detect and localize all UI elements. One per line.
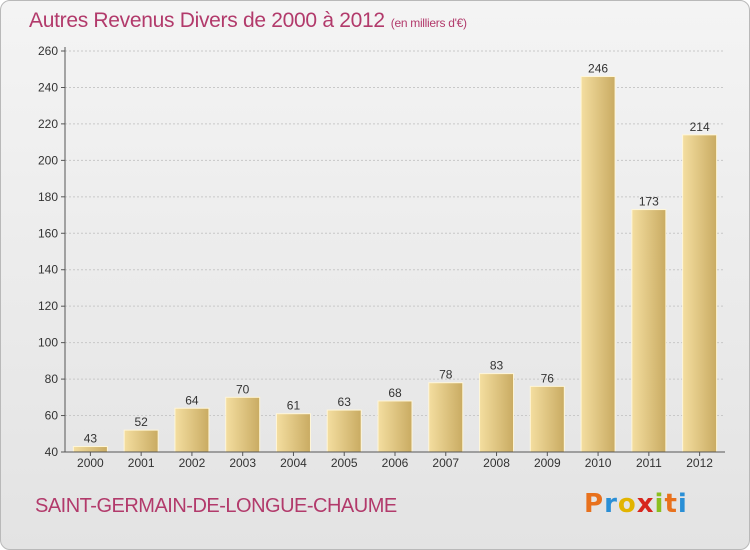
y-tick-label: 40 (45, 445, 59, 459)
x-tick-label: 2009 (534, 456, 561, 470)
x-tick-label: 2007 (432, 456, 459, 470)
y-tick-label: 100 (38, 336, 58, 350)
y-tick-label: 260 (38, 44, 58, 58)
bar (225, 396, 261, 453)
y-tick-label: 240 (38, 80, 58, 94)
data-label: 214 (690, 120, 710, 134)
x-tick-label: 2006 (382, 456, 409, 470)
bar (580, 76, 616, 453)
y-tick-label: 80 (45, 372, 59, 386)
data-label: 52 (134, 415, 148, 429)
y-tick-label: 120 (38, 299, 58, 313)
x-tick-label: 2002 (179, 456, 206, 470)
title-unit: (en milliers d'€) (390, 16, 467, 30)
x-tick-label: 2005 (331, 456, 358, 470)
y-tick-label: 200 (38, 153, 58, 167)
data-label: 83 (490, 359, 504, 373)
y-tick-label: 160 (38, 226, 58, 240)
data-label: 78 (439, 368, 453, 382)
commune-name: SAINT-GERMAIN-DE-LONGUE-CHAUME (35, 495, 397, 517)
bar (326, 409, 362, 453)
bar (428, 382, 464, 453)
x-tick-label: 2001 (128, 456, 155, 470)
bar (174, 407, 210, 453)
bar (682, 134, 718, 453)
bar (275, 413, 311, 453)
data-label: 68 (388, 386, 402, 400)
data-label: 43 (84, 432, 98, 446)
title-text: Autres Revenus Divers de 2000 à 2012 (29, 9, 385, 32)
bar (123, 429, 159, 453)
chart-title: Autres Revenus Divers de 2000 à 2012 (en … (29, 9, 467, 33)
bar (631, 209, 667, 453)
y-tick-label: 140 (38, 263, 58, 277)
proxiti-logo: Proxiti (584, 489, 688, 519)
data-label: 246 (588, 62, 608, 76)
logo-letter: P (584, 489, 605, 519)
data-label: 173 (639, 195, 659, 209)
data-label: 61 (287, 399, 301, 413)
logo-letter: i (677, 489, 688, 519)
logo-letter: r (604, 489, 618, 519)
data-label: 70 (236, 382, 250, 396)
logo-letter: i (654, 489, 665, 519)
x-tick-label: 2000 (77, 456, 104, 470)
y-tick-label: 180 (38, 190, 58, 204)
data-label: 63 (338, 395, 352, 409)
x-tick-label: 2004 (280, 456, 307, 470)
y-tick-label: 60 (45, 409, 59, 423)
x-tick-label: 2008 (483, 456, 510, 470)
data-label: 64 (185, 393, 199, 407)
bar (72, 446, 108, 453)
logo-letter: x (636, 489, 655, 519)
bar (479, 373, 515, 453)
bar (377, 400, 413, 453)
x-tick-label: 2012 (686, 456, 713, 470)
y-tick-label: 220 (38, 117, 58, 131)
data-label: 76 (541, 371, 555, 385)
x-tick-label: 2011 (636, 456, 662, 470)
x-tick-label: 2003 (229, 456, 256, 470)
x-tick-label: 2010 (585, 456, 612, 470)
logo-letter: t (664, 489, 678, 519)
logo-letter: o (617, 489, 637, 519)
bar (529, 385, 565, 453)
